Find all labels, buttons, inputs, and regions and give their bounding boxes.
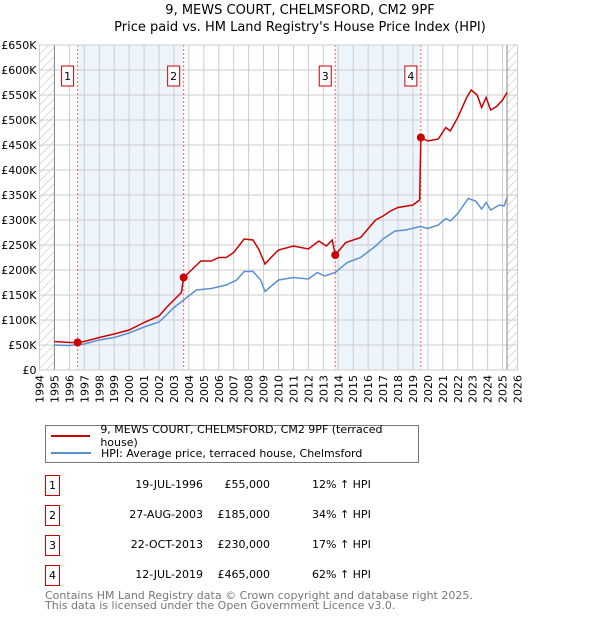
sale-point [331, 251, 340, 259]
sale-date: 12-JUL-2019 [135, 568, 203, 581]
x-tick-label: 2001 [138, 375, 151, 403]
sale-point [179, 273, 188, 282]
x-tick-label: 2000 [123, 375, 136, 403]
hatched-region-after [507, 45, 518, 370]
x-tick-label: 2012 [302, 375, 315, 403]
sales-table-row: 3 22-OCT-2013 £230,000 17% ↑ HPI [45, 535, 465, 557]
sale-label-box [167, 65, 181, 87]
sale-hpi-change: 62% ↑ HPI [312, 568, 371, 581]
sales-table-row: 2 27-AUG-2003 £185,000 34% ↑ HPI [45, 505, 465, 527]
y-tick-label: £400K [1, 164, 37, 177]
x-tick-label: 2015 [347, 375, 360, 403]
footer-line-2: This data is licensed under the Open Gov… [45, 599, 396, 612]
y-tick-label: £250K [1, 239, 37, 252]
x-tick-label: 1996 [63, 375, 76, 403]
sale-price: £230,000 [217, 538, 271, 551]
sale-label: 3 [322, 70, 329, 83]
y-tick-label: £450K [1, 139, 37, 152]
sale-point [73, 338, 82, 347]
x-tick-label: 1997 [78, 375, 91, 403]
x-tick-label: 2024 [482, 375, 495, 403]
x-tick-label: 2009 [258, 375, 271, 403]
x-tick-label: 2026 [512, 375, 525, 403]
y-tick-label: £50K [8, 339, 37, 352]
hatched-region-before [39, 45, 55, 370]
y-tick-label: £150K [1, 289, 37, 302]
x-tick-label: 1994 [34, 375, 47, 403]
x-tick-label: 2010 [273, 375, 286, 403]
sale-price: £465,000 [217, 568, 271, 581]
legend-item-property: 9, MEWS COURT, CHELMSFORD, CM2 9PF (terr… [51, 423, 418, 449]
x-tick-label: 1995 [48, 375, 61, 403]
sale-number-badge: 1 [45, 475, 60, 496]
x-tick-label: 2021 [437, 375, 450, 403]
y-tick-label: £650K [1, 39, 37, 52]
hpi-line [54, 197, 508, 347]
x-tick-label: 2016 [362, 375, 375, 403]
x-tick-label: 1999 [108, 375, 121, 403]
legend: 9, MEWS COURT, CHELMSFORD, CM2 9PF (terr… [45, 423, 419, 463]
property-price-line [54, 88, 508, 344]
sale-hpi-change: 17% ↑ HPI [312, 538, 371, 551]
sale-point [416, 133, 425, 142]
sale-date: 19-JUL-1996 [135, 478, 203, 491]
x-tick-label: 2004 [183, 375, 196, 403]
x-tick-label: 2002 [153, 375, 166, 403]
x-tick-label: 2005 [198, 375, 211, 403]
x-tick-label: 2014 [332, 375, 345, 403]
legend-swatch-red [51, 435, 91, 437]
y-tick-label: £100K [1, 314, 37, 327]
y-tick-label: £500K [1, 114, 37, 127]
x-tick-label: 2020 [422, 375, 435, 403]
x-tick-label: 2023 [467, 375, 480, 403]
y-tick-label: £200K [1, 264, 37, 277]
sale-label-box [318, 65, 332, 87]
sale-label: 4 [407, 70, 414, 83]
sale-price: £55,000 [224, 478, 271, 491]
x-tick-label: 2019 [407, 375, 420, 403]
chart-title: 9, MEWS COURT, CHELMSFORD, CM2 9PF [165, 3, 435, 18]
sale-date: 22-OCT-2013 [130, 538, 203, 551]
price-chart: 1994 1995 1996 1997 1998 1999 2000 2001 2002 2003… [1, 39, 525, 403]
shaded-span [77, 45, 184, 370]
footer-line-1: Contains HM Land Registry data © Crown c… [45, 589, 473, 602]
y-tick-label: £0 [23, 364, 37, 377]
shaded-span [335, 45, 421, 370]
y-tick-label: £600K [1, 64, 37, 77]
sales-table-row: 1 19-JUL-1996 £55,000 12% ↑ HPI [45, 475, 465, 497]
x-tick-label: 2007 [228, 375, 241, 403]
sale-label: 1 [64, 70, 71, 83]
x-tick-label: 1998 [93, 375, 106, 403]
sale-hpi-change: 12% ↑ HPI [312, 478, 371, 491]
plot-border [39, 44, 518, 371]
sale-number-badge: 4 [45, 565, 60, 586]
sale-number-badge: 3 [45, 535, 60, 556]
y-tick-label: £350K [1, 189, 37, 202]
legend-label: HPI: Average price, terraced house, Chel… [101, 446, 363, 460]
sale-label-box [404, 65, 418, 87]
legend-item-hpi: HPI: Average price, terraced house, Chel… [51, 445, 362, 461]
sale-label-box [61, 65, 75, 87]
chart-subtitle: Price paid vs. HM Land Registry's House … [114, 20, 486, 35]
sales-table-row: 4 12-JUL-2019 £465,000 62% ↑ HPI [45, 565, 465, 587]
y-tick-label: £550K [1, 89, 37, 102]
x-tick-label: 2013 [317, 375, 330, 403]
legend-label: 9, MEWS COURT, CHELMSFORD, CM2 9PF (terr… [100, 423, 383, 449]
x-tick-label: 2022 [452, 375, 465, 403]
x-tick-label: 2008 [243, 375, 256, 403]
sale-label: 2 [170, 70, 177, 83]
x-tick-label: 2003 [168, 375, 181, 403]
x-tick-label: 2018 [392, 375, 405, 403]
legend-swatch-blue [51, 452, 91, 454]
x-tick-label: 2006 [213, 375, 226, 403]
sale-hpi-change: 34% ↑ HPI [312, 508, 371, 521]
sale-date: 27-AUG-2003 [129, 508, 203, 521]
sale-number-badge: 2 [45, 505, 60, 526]
y-tick-label: £300K [1, 214, 37, 227]
x-tick-label: 2011 [287, 375, 300, 403]
sale-price: £185,000 [217, 508, 271, 521]
x-tick-label: 2025 [497, 375, 510, 403]
x-tick-label: 2017 [377, 375, 390, 403]
